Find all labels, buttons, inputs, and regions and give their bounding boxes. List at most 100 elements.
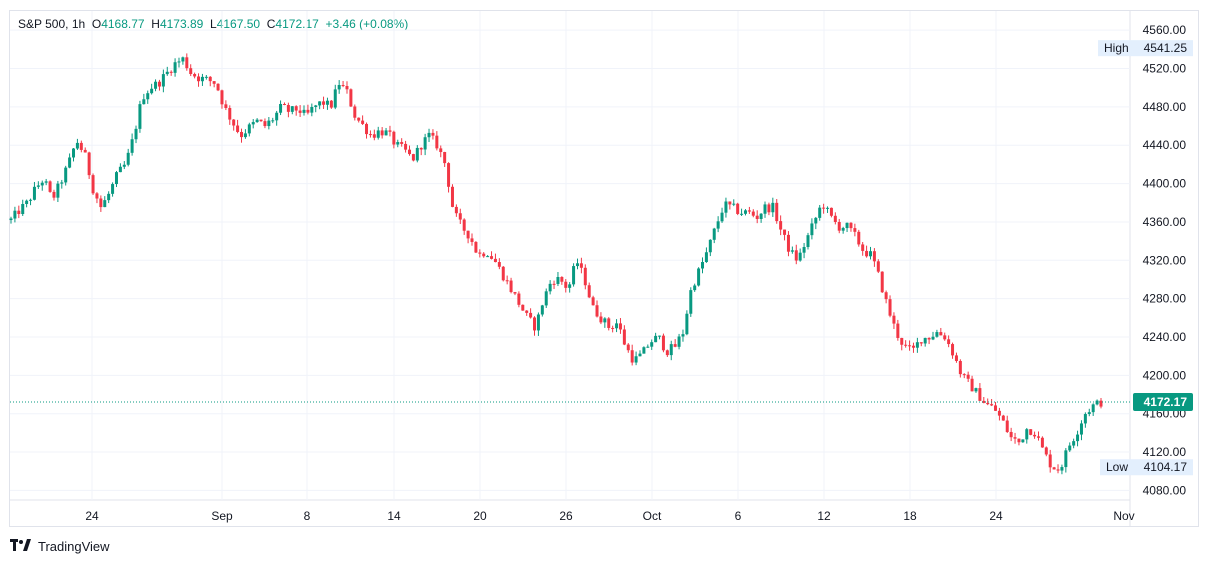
- candle: [544, 288, 548, 309]
- candle: [743, 209, 747, 216]
- chart-frame: [9, 10, 1199, 527]
- price-tick-label: 4280.00: [1143, 292, 1187, 306]
- candle-body: [134, 128, 138, 140]
- candle-body: [560, 277, 564, 282]
- candle-body: [17, 210, 21, 215]
- candle: [677, 333, 681, 350]
- candle-body: [1068, 445, 1072, 451]
- candle: [341, 80, 345, 88]
- candle-body: [822, 207, 826, 209]
- candle: [728, 201, 732, 210]
- candle: [181, 56, 185, 65]
- candle-body: [267, 120, 271, 127]
- candle: [978, 383, 982, 401]
- candle: [247, 122, 251, 137]
- candle: [466, 230, 470, 244]
- candle-body: [189, 68, 193, 75]
- price-tick-label: 4560.00: [1143, 23, 1187, 37]
- candle: [779, 215, 783, 236]
- candle: [708, 239, 712, 257]
- footer-branding[interactable]: TradingView: [10, 538, 110, 554]
- candle-body: [478, 252, 482, 254]
- candle-body: [411, 154, 415, 161]
- candle: [1048, 449, 1052, 473]
- price-axis[interactable]: 4560.00 4520.00 4480.00 4440.00 4400.00 4360.…: [1143, 23, 1187, 497]
- low-marker-label: Low: [1106, 460, 1128, 474]
- candle: [294, 105, 298, 116]
- time-axis[interactable]: 24 Sep 8 14 20 26 Oct 6 12 18 24 Nov: [85, 509, 1134, 523]
- candle-body: [341, 85, 345, 87]
- candle-body: [314, 105, 318, 107]
- candle: [818, 204, 822, 221]
- candle: [72, 147, 76, 162]
- candle: [275, 110, 279, 126]
- candle: [915, 337, 919, 353]
- candle-body: [208, 76, 212, 82]
- candle: [142, 93, 146, 105]
- candle-body: [1072, 441, 1076, 446]
- candle-body: [1013, 437, 1017, 439]
- time-tick-label: 14: [387, 509, 401, 523]
- candle-body: [407, 149, 411, 155]
- candle: [556, 272, 560, 287]
- candle: [1091, 403, 1095, 416]
- candle: [896, 319, 900, 341]
- candle: [849, 222, 853, 232]
- legend-symbol[interactable]: S&P 500: [18, 17, 66, 31]
- candle-body: [974, 388, 978, 392]
- candle: [349, 88, 353, 107]
- candle-body: [427, 132, 431, 138]
- candle: [583, 264, 587, 290]
- candle: [450, 184, 454, 208]
- candle-body: [919, 342, 923, 344]
- candle: [189, 64, 193, 77]
- candle-body: [841, 228, 845, 231]
- candle-body: [990, 404, 994, 406]
- candle: [48, 180, 52, 193]
- price-tick-label: 4120.00: [1143, 445, 1187, 459]
- candle: [431, 129, 435, 140]
- candle-body: [294, 106, 298, 111]
- candle-body: [833, 215, 837, 222]
- candle: [36, 181, 40, 189]
- candle: [1009, 427, 1013, 442]
- candle-body: [357, 117, 361, 121]
- candle-body: [810, 223, 814, 236]
- time-tick-label: 26: [559, 509, 573, 523]
- candle: [29, 198, 33, 206]
- candle: [161, 69, 165, 93]
- candle: [419, 147, 423, 156]
- legend-low-label: L: [210, 17, 217, 31]
- candle-body: [275, 112, 279, 121]
- candle: [490, 251, 494, 260]
- candle: [794, 244, 798, 265]
- candle-body: [439, 148, 443, 153]
- candle: [997, 407, 1001, 421]
- candle-body: [318, 101, 322, 106]
- candle-body: [747, 210, 751, 212]
- candle: [900, 337, 904, 351]
- candle-body: [181, 57, 185, 62]
- candle: [892, 312, 896, 330]
- candle: [208, 76, 212, 87]
- candle-body: [798, 252, 802, 261]
- candle: [40, 180, 44, 191]
- low-marker-value: 4104.17: [1144, 460, 1188, 474]
- candle-body: [21, 203, 25, 215]
- candle: [224, 100, 228, 111]
- candle-body: [392, 131, 396, 145]
- candle-body: [236, 125, 240, 132]
- candle: [904, 340, 908, 348]
- candle: [251, 119, 255, 129]
- candle: [384, 127, 388, 136]
- candle-body: [255, 119, 259, 123]
- legend-interval[interactable]: 1h: [71, 17, 86, 31]
- candle: [829, 207, 833, 218]
- candle-body: [732, 203, 736, 205]
- candle-body: [259, 119, 263, 122]
- candle: [747, 206, 751, 214]
- candle: [529, 308, 533, 319]
- candle: [333, 84, 337, 110]
- candle-body: [568, 284, 572, 288]
